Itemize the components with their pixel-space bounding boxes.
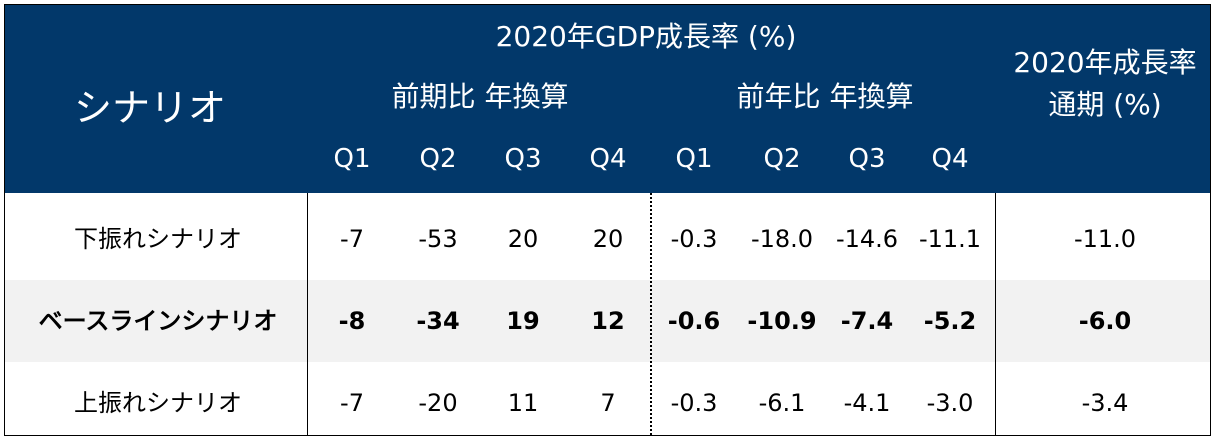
gdp-growth-title: 2020年GDP成長率 (%) bbox=[495, 20, 797, 53]
annual-value: -11.0 bbox=[1073, 225, 1137, 253]
table-row: 上振れシナリオ -7 -20 11 7 -0.3 -6.1 -4.1 -3.0 … bbox=[5, 362, 1210, 435]
quarter-header: Q4 bbox=[589, 144, 627, 174]
annual-growth-title: 2020年成長率 bbox=[1013, 46, 1197, 79]
yoy-value: -5.2 bbox=[923, 307, 977, 335]
qoq-value: 19 bbox=[506, 307, 540, 335]
yoy-value: -0.6 bbox=[667, 307, 721, 335]
yoy-value: -14.6 bbox=[835, 225, 899, 253]
quarter-header: Q1 bbox=[333, 144, 371, 174]
scenario-name: 上振れシナリオ bbox=[74, 389, 242, 417]
qoq-value: 7 bbox=[600, 389, 616, 417]
yoy-value: -18.0 bbox=[750, 225, 814, 253]
yoy-value: -0.3 bbox=[670, 225, 718, 253]
quarter-header: Q4 bbox=[931, 144, 969, 174]
table-row: 下振れシナリオ -7 -53 20 20 -0.3 -18.0 -14.6 -1… bbox=[5, 198, 1210, 280]
qoq-value: -8 bbox=[338, 307, 366, 335]
yoy-value: -4.1 bbox=[843, 389, 891, 417]
quarter-header: Q2 bbox=[419, 144, 457, 174]
scenario-header: シナリオ bbox=[73, 86, 227, 130]
yoy-annualized-header: 前年比 年換算 bbox=[736, 80, 914, 113]
qoq-value: -34 bbox=[416, 307, 460, 335]
column-divider-dotted bbox=[650, 193, 652, 435]
column-divider bbox=[995, 193, 996, 435]
quarter-header: Q2 bbox=[763, 144, 801, 174]
quarter-header: Q3 bbox=[504, 144, 542, 174]
table-header: 2020年GDP成長率 (%) 2020年成長率 通期 (%) シナリオ 前期比… bbox=[5, 5, 1210, 193]
table-row: ベースラインシナリオ -8 -34 19 12 -0.6 -10.9 -7.4 … bbox=[5, 280, 1210, 362]
annual-growth-subtitle: 通期 (%) bbox=[1048, 88, 1162, 121]
yoy-value: -3.0 bbox=[926, 389, 974, 417]
qoq-value: -7 bbox=[340, 225, 364, 253]
qoq-value: 11 bbox=[507, 389, 539, 417]
qoq-value: -53 bbox=[418, 225, 458, 253]
qoq-value: 12 bbox=[591, 307, 625, 335]
yoy-value: -10.9 bbox=[747, 307, 817, 335]
quarter-header: Q3 bbox=[848, 144, 886, 174]
yoy-value: -7.4 bbox=[840, 307, 894, 335]
qoq-value: 20 bbox=[592, 225, 624, 253]
column-divider bbox=[307, 193, 308, 435]
qoq-annualized-header: 前期比 年換算 bbox=[391, 80, 569, 113]
scenario-name: 下振れシナリオ bbox=[74, 225, 242, 253]
qoq-value: 20 bbox=[507, 225, 539, 253]
qoq-value: -20 bbox=[418, 389, 458, 417]
yoy-value: -0.3 bbox=[670, 389, 718, 417]
yoy-value: -11.1 bbox=[918, 225, 982, 253]
quarter-header: Q1 bbox=[675, 144, 713, 174]
qoq-value: -7 bbox=[340, 389, 364, 417]
annual-value: -6.0 bbox=[1078, 307, 1132, 335]
annual-value: -3.4 bbox=[1081, 389, 1129, 417]
scenario-name: ベースラインシナリオ bbox=[38, 307, 278, 335]
yoy-value: -6.1 bbox=[758, 389, 806, 417]
gdp-scenario-table: 2020年GDP成長率 (%) 2020年成長率 通期 (%) シナリオ 前期比… bbox=[4, 4, 1211, 436]
